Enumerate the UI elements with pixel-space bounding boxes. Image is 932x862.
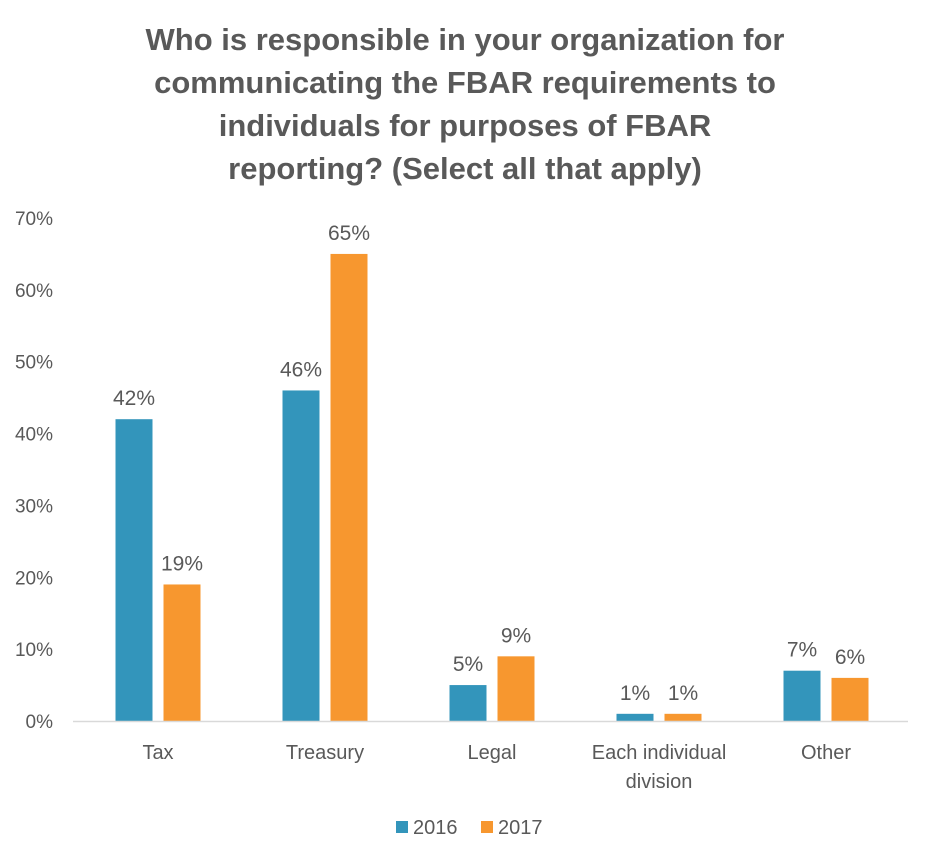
bar-2016-3 [616, 713, 654, 721]
y-tick-label: 50% [15, 353, 53, 374]
legend: 2016 2017 [396, 817, 543, 839]
x-category-label: Treasury [286, 742, 364, 764]
y-axis: 0% 10% 20% 30% 40% 50% 60% 70% [15, 209, 53, 733]
x-category-label: Legal [468, 742, 517, 764]
y-tick-label: 0% [26, 712, 54, 733]
x-axis: Tax Treasury Legal Each individual division O… [142, 742, 851, 793]
bar-2017-0 [163, 584, 201, 721]
bar-2017-1 [330, 253, 368, 721]
data-labels: 42% 46% 5% 1% 7% 19% 65% 9% 1% 6% [113, 222, 865, 705]
y-tick-label: 40% [15, 425, 53, 446]
bar-2017-2 [497, 656, 535, 721]
y-tick-label: 20% [15, 568, 53, 589]
data-label: 9% [501, 624, 531, 647]
x-category-label: Each individual division [592, 742, 727, 793]
chart-title: Who is responsible in your organization … [145, 22, 785, 186]
bar-2016-2 [449, 685, 487, 721]
data-label: 6% [835, 646, 865, 669]
y-tick-label: 70% [15, 209, 53, 230]
legend-label-2017: 2017 [498, 817, 543, 839]
data-label: 7% [787, 639, 817, 662]
legend-swatch-2017 [481, 821, 493, 833]
bar-2016-1 [282, 390, 320, 721]
data-label: 5% [453, 653, 483, 676]
data-label: 42% [113, 387, 155, 410]
bar-2016-0 [115, 419, 153, 721]
data-label: 1% [620, 682, 650, 705]
bar-2016-4 [783, 670, 821, 721]
bar-2017-4 [831, 677, 869, 721]
data-label: 65% [328, 222, 370, 245]
data-label: 46% [280, 358, 322, 381]
legend-swatch-2016 [396, 821, 408, 833]
bar-2017-3 [664, 713, 702, 721]
x-category-label: Tax [142, 742, 173, 764]
legend-label-2016: 2016 [413, 817, 458, 839]
bars [115, 253, 869, 721]
data-label: 1% [668, 682, 698, 705]
y-tick-label: 10% [15, 640, 53, 661]
y-tick-label: 30% [15, 496, 53, 517]
x-category-label: Other [801, 742, 851, 764]
data-label: 19% [161, 552, 203, 575]
y-tick-label: 60% [15, 281, 53, 302]
